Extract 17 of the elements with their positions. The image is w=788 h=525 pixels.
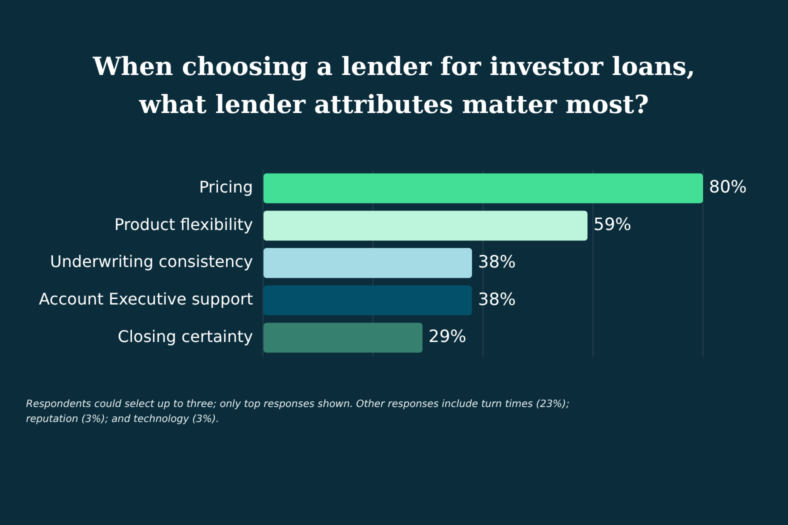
y-tick-label: Pricing xyxy=(199,177,253,196)
data-label: 80% xyxy=(709,178,747,198)
bar xyxy=(264,322,422,353)
y-tick-label: Product flexibility xyxy=(114,214,253,234)
y-tick-label: Account Executive support xyxy=(38,290,253,309)
bar xyxy=(264,210,588,241)
text: Respondents could select up to three; only top responses shown. Other responses include turn times (23%); reputation (3%); and technology (3%). xyxy=(26,398,570,427)
data-label: 38% xyxy=(478,290,516,310)
data-label: 38% xyxy=(478,252,516,272)
y-tick-label: Closing certainty xyxy=(118,326,253,346)
chart-title: When choosing a lender for investor loans, what lender attributes matter most? xyxy=(92,51,696,121)
bar xyxy=(264,173,703,204)
data-label: 59% xyxy=(594,215,632,236)
y-tick-label: Underwriting consistency xyxy=(50,252,253,272)
bar xyxy=(264,248,472,278)
data-label: 29% xyxy=(428,327,466,348)
bar xyxy=(264,285,472,316)
